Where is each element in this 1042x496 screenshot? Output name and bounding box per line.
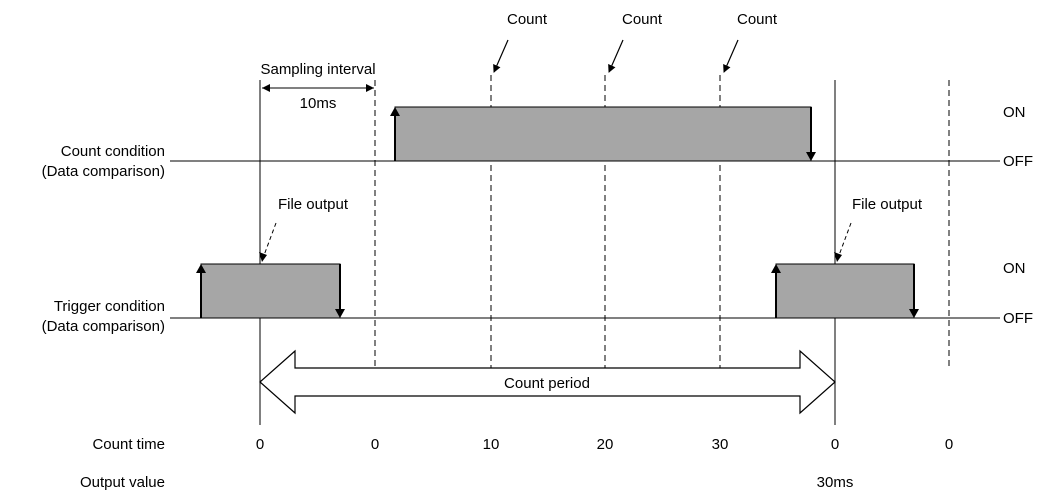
file-output-arrow-left — [262, 222, 277, 259]
count-arrow-1 — [493, 39, 509, 73]
output-value-label: Output value — [80, 474, 165, 491]
trigger-condition-label-line1: Trigger condition — [54, 298, 165, 315]
count-condition-label-line1: Count condition — [61, 143, 165, 160]
interval-value-label: 10ms — [300, 95, 337, 112]
count-condition-pulse — [394, 106, 812, 162]
count-time-value: 10 — [483, 436, 500, 453]
trigger-pulse-2 — [775, 263, 915, 319]
count-period-arrow — [259, 349, 836, 415]
count-arrow-2 — [608, 39, 624, 73]
count-label-3: Count — [737, 11, 778, 28]
count-period-label: Count period — [504, 375, 590, 392]
trigger-fall-arrowhead-1 — [335, 309, 345, 318]
sampling-interval-label: Sampling interval — [260, 61, 375, 78]
count-time-value: 0 — [831, 436, 839, 453]
count-time-value: 0 — [945, 436, 953, 453]
count-rise-arrowhead — [390, 107, 400, 116]
file-output-label-left: File output — [278, 196, 349, 213]
count-arrow-3 — [723, 39, 739, 73]
trigger-rise-arrowhead-1 — [196, 264, 206, 273]
count-time-value: 0 — [256, 436, 264, 453]
count-label-1: Count — [507, 11, 548, 28]
sampling-arrowhead-left — [262, 84, 270, 92]
output-value: 30ms — [817, 474, 854, 491]
count-time-label: Count time — [92, 436, 165, 453]
trigger-pulse-1 — [200, 263, 341, 319]
count-condition-label-line2: (Data comparison) — [42, 163, 165, 180]
count-off-label: OFF — [1003, 153, 1033, 170]
count-on-label: ON — [1003, 104, 1026, 121]
file-output-arrow-right — [837, 222, 852, 259]
trigger-fall-arrowhead-2 — [909, 309, 919, 318]
trigger-condition-label-line2: (Data comparison) — [42, 318, 165, 335]
trigger-off-label: OFF — [1003, 310, 1033, 327]
count-time-value: 0 — [371, 436, 379, 453]
file-output-arrowhead-left — [259, 252, 267, 262]
sampling-arrowhead-right — [366, 84, 374, 92]
count-time-value: 30 — [712, 436, 729, 453]
count-label-2: Count — [622, 11, 663, 28]
count-fall-arrowhead — [806, 152, 816, 161]
trigger-rise-arrowhead-2 — [771, 264, 781, 273]
trigger-on-label: ON — [1003, 260, 1026, 277]
count-time-value: 20 — [597, 436, 614, 453]
file-output-label-right: File output — [852, 196, 923, 213]
file-output-arrowhead-right — [834, 252, 842, 262]
